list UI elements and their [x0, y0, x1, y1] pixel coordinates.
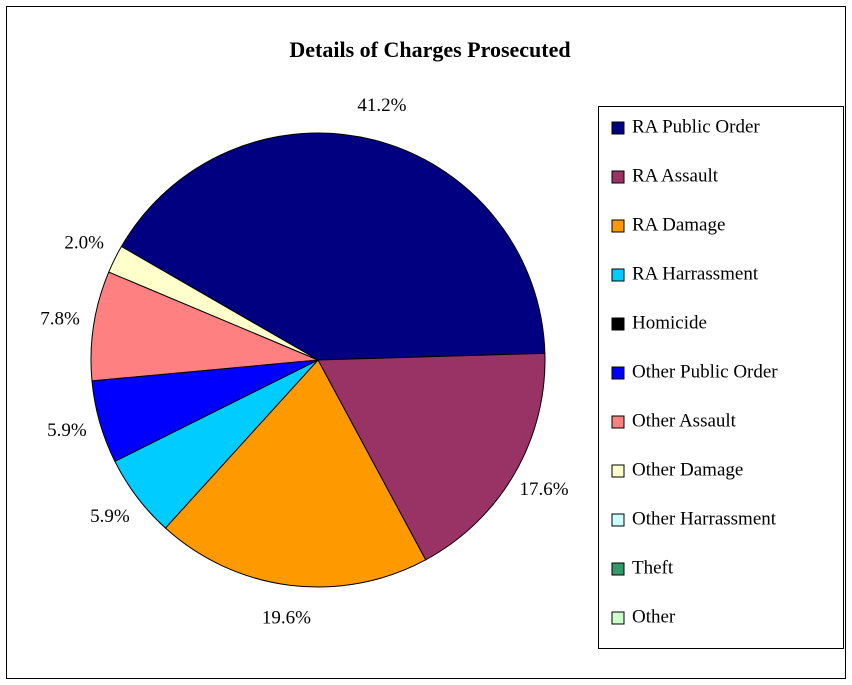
legend-swatch: [611, 611, 625, 625]
legend-swatch: [611, 513, 625, 527]
legend-swatch: [611, 562, 625, 576]
legend-label: Other Assault: [632, 410, 737, 431]
legend-swatch: [611, 317, 625, 331]
legend-label: Other Public Order: [632, 361, 778, 382]
legend-label: Theft: [632, 557, 674, 578]
pie-slice: [317, 352, 546, 561]
data-label: 19.6%: [262, 607, 311, 628]
legend-swatch: [611, 219, 625, 233]
pie-slice: [120, 132, 546, 361]
legend-swatch: [611, 415, 625, 429]
pie-slice: [164, 359, 427, 588]
legend-swatch: [611, 366, 625, 380]
legend-box: [598, 106, 844, 649]
legend-swatch: [611, 170, 625, 184]
data-label: 41.2%: [357, 95, 406, 116]
legend-label: Other Harrassment: [632, 508, 777, 529]
pie-slice: [90, 271, 319, 382]
legend-label: Other Damage: [632, 459, 743, 480]
legend-label: Homicide: [632, 312, 707, 333]
legend-swatch: [611, 464, 625, 478]
legend-swatch: [611, 268, 625, 282]
chart-title: Details of Charges Prosecuted: [289, 37, 570, 62]
legend-label: RA Harrassment: [632, 263, 759, 284]
data-label: 7.8%: [40, 309, 80, 330]
legend-label: Other: [632, 606, 676, 627]
pie-slice: [108, 245, 319, 361]
legend-label: RA Damage: [632, 214, 725, 235]
data-label: 2.0%: [64, 232, 104, 253]
data-label: 17.6%: [520, 479, 569, 500]
legend-swatch: [611, 121, 625, 135]
legend-label: RA Assault: [632, 165, 719, 186]
data-label: 5.9%: [47, 420, 87, 441]
legend-label: RA Public Order: [632, 116, 760, 137]
data-label: 5.9%: [90, 506, 130, 527]
